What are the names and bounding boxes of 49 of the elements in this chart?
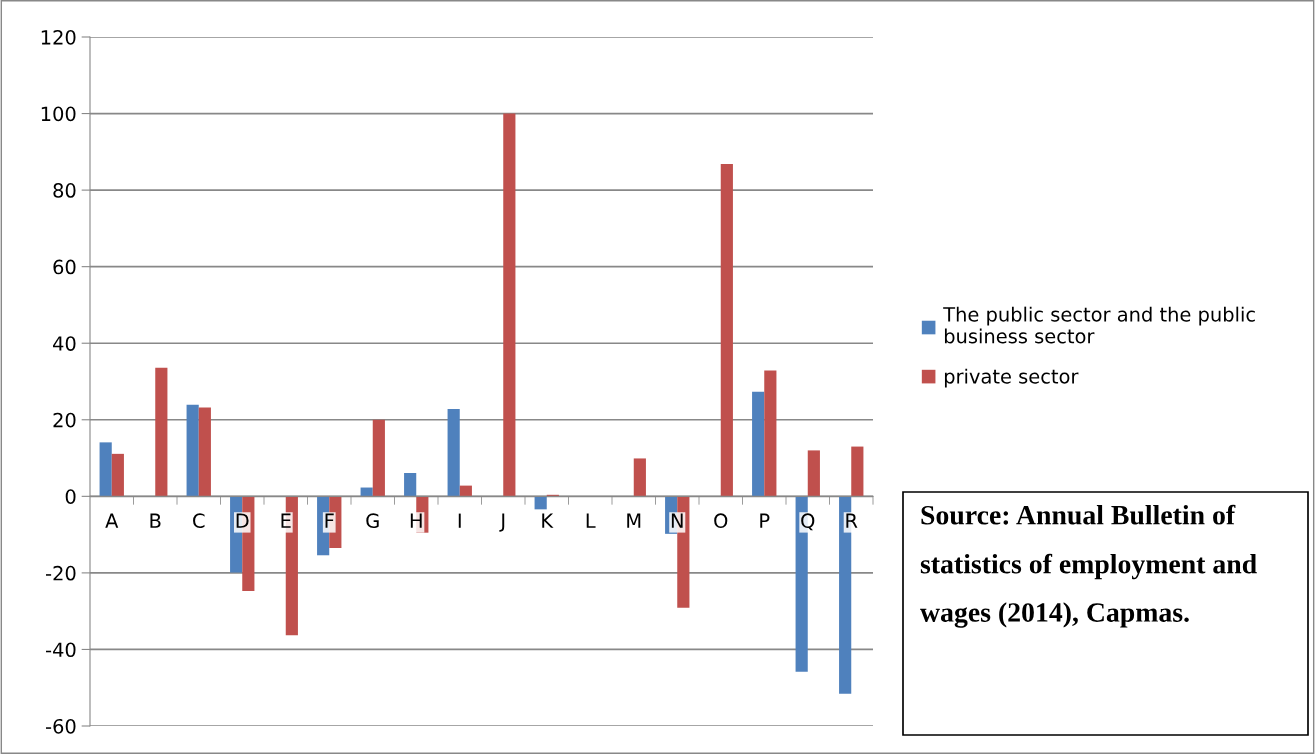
x-tick-label: I bbox=[458, 513, 461, 528]
bar bbox=[99, 442, 112, 497]
y-tick-label: -60 bbox=[46, 718, 76, 734]
x-tick-label: P bbox=[760, 513, 770, 528]
y-tick-label: 100 bbox=[41, 106, 76, 122]
bar bbox=[360, 487, 373, 497]
x-tick-label: G bbox=[366, 513, 379, 529]
bar bbox=[633, 458, 646, 497]
bar bbox=[111, 453, 124, 497]
y-tick-label: -20 bbox=[46, 565, 76, 581]
bar bbox=[155, 367, 168, 497]
y-tick-label: 60 bbox=[53, 259, 76, 275]
x-tick-label: H bbox=[410, 513, 422, 528]
x-tick-label: D bbox=[236, 513, 249, 528]
bar bbox=[404, 472, 417, 497]
x-tick-label: F bbox=[325, 513, 334, 528]
x-tick-label: C bbox=[193, 513, 205, 529]
x-tick-label: E bbox=[281, 513, 291, 528]
x-tick-label: M bbox=[627, 513, 641, 528]
bar bbox=[851, 446, 864, 497]
x-tick-label: L bbox=[586, 513, 596, 528]
x-tick-label: K bbox=[542, 513, 554, 528]
y-tick-label: 20 bbox=[53, 412, 76, 428]
y-tick-label: 40 bbox=[53, 336, 76, 351]
y-tick-label: 80 bbox=[53, 183, 76, 198]
legend-label: private sector bbox=[944, 368, 1079, 388]
x-tick-label: A bbox=[105, 513, 119, 528]
bar bbox=[534, 496, 547, 510]
bar bbox=[198, 407, 211, 497]
bar bbox=[186, 404, 199, 497]
x-tick-label: Q bbox=[801, 513, 815, 531]
bar bbox=[807, 450, 820, 497]
y-tick-label: 0 bbox=[65, 489, 76, 504]
y-tick-label: -40 bbox=[46, 642, 76, 658]
x-tick-label: J bbox=[499, 513, 505, 532]
bar bbox=[752, 391, 765, 497]
x-tick-label: B bbox=[150, 513, 161, 528]
bar bbox=[372, 419, 385, 497]
bar bbox=[447, 409, 460, 497]
legend-label: The public sector and the public business sector bbox=[943, 306, 1255, 344]
bar bbox=[459, 485, 472, 497]
bar bbox=[720, 164, 733, 497]
bar bbox=[764, 370, 777, 497]
x-tick-label: O bbox=[714, 513, 728, 529]
bar bbox=[503, 113, 516, 497]
source-note: Source: Annual Bulletin of statistics of employment and wages (2014), Capmas. bbox=[920, 504, 1257, 628]
x-tick-label: N bbox=[671, 513, 683, 528]
x-tick-label: R bbox=[846, 513, 858, 528]
y-tick-label: 120 bbox=[41, 29, 76, 45]
